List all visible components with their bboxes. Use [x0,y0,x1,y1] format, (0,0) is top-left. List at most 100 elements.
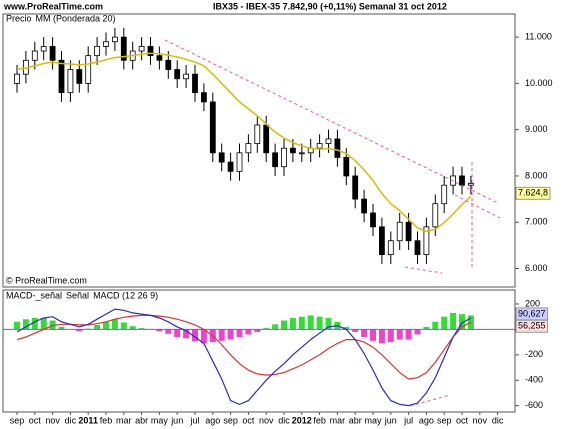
value-tag-box [515,319,549,333]
candle-body [40,45,47,52]
candle-body [281,147,287,168]
y-tick-label: 10.000 [525,78,553,88]
histogram-bar [138,328,145,330]
macd-line [16,314,472,380]
histogram-bar [174,329,181,338]
histogram-bar [370,329,376,341]
value-tag: 56,255 [518,321,546,331]
x-tick-label: 2011 [78,415,98,425]
moving-average [16,52,472,233]
histogram-bar [272,324,279,330]
candle-body [76,69,83,84]
candle-body [263,124,270,154]
y-tick-label: 6.000 [525,263,548,273]
histogram-bar [352,329,359,332]
histogram-bar [423,326,430,330]
histogram-bar [405,329,412,340]
histogram-bar [245,329,252,335]
x-tick-label: jul [189,415,199,425]
macd-panel [2,289,516,413]
candle-body [387,240,394,256]
histogram-bar [289,317,296,330]
histogram-bar [58,326,65,330]
candle-body [459,175,465,186]
histogram-bar [450,312,457,330]
x-tick-label: nov [473,415,488,425]
candle-body [414,240,421,256]
histogram-bar [254,329,261,332]
value-tag: 7.624,8 [518,188,548,198]
histogram-bar [343,326,350,330]
candle-body [165,59,172,70]
histogram-bar [432,321,439,330]
histogram-bar [165,329,172,334]
candle-body [272,152,279,168]
histogram-bar [441,316,448,330]
candle-body [209,101,216,154]
legend-entry: Señal [66,290,89,300]
x-tick-label: nov [259,415,274,425]
histogram-bar [459,314,465,330]
y-tick-label: 11.000 [525,32,552,42]
candle-body [334,138,341,158]
candle-body [467,182,474,186]
x-tick-label: nov [45,415,60,425]
candle-body [405,221,412,242]
legend-entry: MACD-_señal [6,290,62,300]
candle-body [227,161,234,172]
histogram-bar [307,315,314,330]
x-tick-label: jul [403,415,413,425]
x-tick-label: oct [242,415,255,425]
candle-body [103,41,109,47]
site: www.ProRealTime.com [3,1,103,11]
histogram-bar [414,329,421,335]
histogram-bar [192,329,198,342]
x-tick-label: 2012 [292,415,312,425]
histogram-bar [298,316,305,330]
candle-body [361,198,368,214]
candle-body [316,143,323,149]
x-tick-label: ago [205,415,220,425]
candle-body [441,184,448,205]
x-tick-label: sep [10,415,25,425]
trend-line [454,194,501,219]
histogram-bar [76,329,83,332]
macd-line [16,308,472,407]
y-tick-label: -400 [525,375,543,385]
candle-body [423,226,430,256]
candle-body [94,45,100,57]
x-tick-label: sep [223,415,238,425]
x-tick-label: may [364,415,382,425]
histogram-bar [111,319,118,330]
histogram-bar [103,321,109,330]
candle-body [112,36,118,43]
candle-body [31,50,38,61]
x-tick-label: oct [29,415,42,425]
candle-body [370,212,376,228]
price-panel [2,13,516,288]
candle-body [138,45,145,52]
histogram-bar [156,329,163,332]
candle-body [120,36,127,61]
x-tick-label: ago [419,415,434,425]
candle-body [298,152,305,155]
candle-body [352,175,359,200]
histogram-bar [40,317,47,330]
histogram-bar [94,324,101,330]
histogram-bar [22,319,29,330]
candle-body [174,69,181,80]
histogram-bar [396,329,403,340]
candle-body [49,45,56,61]
x-tick-label: dic [65,415,77,425]
trend-lines [164,39,501,407]
y-tick-label: 9.000 [525,124,548,134]
y-tick-label: -200 [525,349,543,359]
candle-body [85,55,92,84]
candle-body [147,45,154,57]
legend-entry: Precio [6,13,32,23]
x-tick-label: dic [278,415,290,425]
candle-body [432,203,439,228]
histogram-bar [49,320,56,330]
